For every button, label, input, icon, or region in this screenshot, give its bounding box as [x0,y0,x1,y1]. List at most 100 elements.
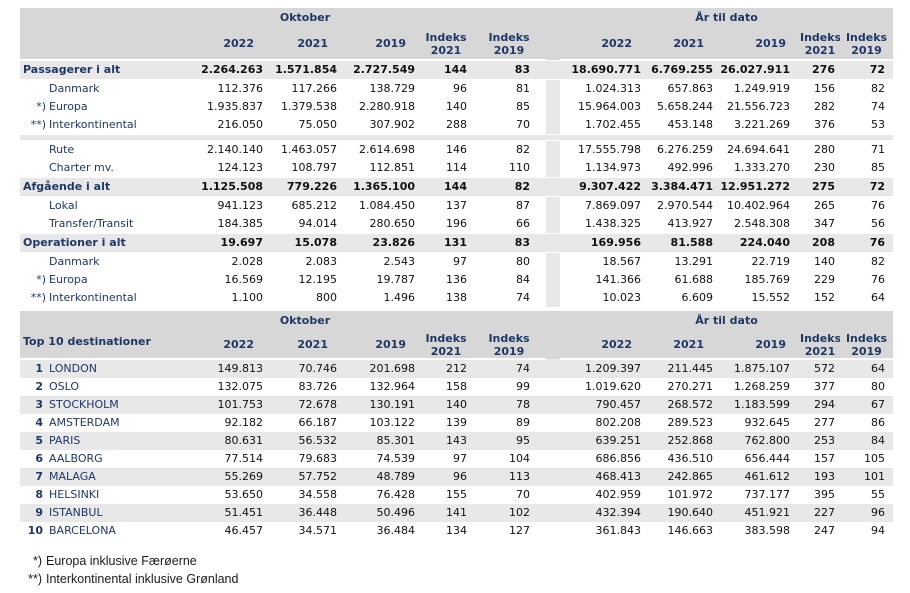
period-ytd-label: År til dato [560,311,894,331]
row-label-cell: Charter mv. [20,159,190,178]
top10-title: Top 10 destinationer [23,335,151,348]
cell-okt-3: 158 [446,380,467,393]
cell-ytd-1: 211.445 [646,359,718,378]
cell-okt-4: 74 [516,291,530,304]
row-label-cell: **) Interkontinental [20,116,190,135]
footnotes: *) Europa inklusive Færøerne **) Interkont… [22,552,893,588]
cell-okt-4: 82 [516,143,530,156]
cell-okt-4: 89 [516,416,530,429]
block-spacer [546,359,560,378]
cell-okt-1: 34.571 [298,524,338,537]
destination-rank: 9 [35,506,43,519]
row-label-cell: *) Europa [20,271,190,289]
table-row: **) Interkontinental 216.050 75.050 307.902 2… [20,116,893,135]
table-row: Danmark 2.028 2.083 2.543 97 80 18.567 13.291 22… [20,252,893,271]
destination-name: AMSTERDAM [49,416,120,429]
cell-okt-2: 1.496 [383,291,416,304]
destination-name: STOCKHOLM [49,398,119,411]
cell-ytd-2: 737.177 [744,488,791,501]
period-oktober-label: Oktober [190,311,420,331]
cell-okt-4: 81 [516,82,530,95]
cell-ytd-0: 1.024.313 [585,82,641,95]
cell-ytd-2: 22.719 [751,255,791,268]
cell-ytd-1: 3.384.471 [646,177,718,197]
footnote-marker: **) [28,572,42,586]
row-label: Rute [49,143,75,156]
cell-ytd-2: 26.027.911 [718,59,800,80]
destination-rank: 6 [35,452,43,465]
footnote-marker: **) [30,291,46,304]
col-okt-indeks-2019: Indeks 2019 [472,28,546,61]
block-spacer [546,432,560,450]
cell-ytd-4: 85 [871,161,886,174]
cell-okt-3: 144 [420,59,472,80]
total-row: Afgående i alt 1.125.508 779.226 1.365.100 1… [20,177,894,197]
cell-ytd-2: 1.333.270 [734,161,790,174]
table-row: Lokal 941.123 685.212 1.084.450 137 87 7.869.0… [20,196,893,216]
cell-okt-0: 55.269 [190,468,268,486]
col-okt-indeks-2019: Indeks 2019 [472,331,546,360]
cell-ytd-4: 64 [871,291,886,304]
block-spacer [546,486,560,504]
cell-ytd-1: 289.523 [667,416,714,429]
cell-okt-4: 85 [516,100,530,113]
block-spacer [546,450,560,468]
destination-name: HELSINKI [49,488,100,501]
cell-ytd-4: 71 [871,143,886,156]
cell-ytd-4: 94 [871,524,886,537]
cell-ytd-0: 790.457 [560,396,646,414]
cell-okt-0: 149.813 [190,359,268,378]
cell-okt-1: 1.379.538 [281,100,337,113]
col-ytd-2021: 2021 [646,331,718,360]
block-spacer [546,8,560,60]
cell-okt-4: 70 [516,488,530,501]
col-okt-indeks-2021: Indeks 2021 [420,28,472,61]
destination-label-cell: 8 HELSINKI [20,486,190,504]
cell-okt-1: 108.797 [291,161,338,174]
cell-ytd-2: 762.800 [718,432,800,450]
cell-ytd-1: 492.996 [667,161,714,174]
cell-ytd-0: 141.366 [595,273,642,286]
cell-okt-3: 141 [420,504,472,522]
destination-label-cell: 6 AALBORG [20,450,190,468]
col-okt-2022: 2022 [190,28,268,61]
row-label: Interkontinental [49,291,137,304]
cell-okt-1: 36.448 [268,504,342,522]
cell-ytd-1: 252.868 [646,432,718,450]
cell-ytd-3: 247 [814,524,835,537]
traffic-summary-table: Oktober År til dato 2022 2021 2019 Indek… [20,8,894,307]
destination-row: 8 HELSINKI 53.650 34.558 76.428 155 70 402.959 1… [20,486,893,504]
row-label: Passagerer i alt [23,63,121,76]
block-spacer [546,177,560,197]
cell-ytd-1: 2.970.544 [657,199,713,212]
cell-ytd-4: 76 [871,199,886,212]
table-row: *) Europa 1.935.837 1.379.538 2.280.918 140 85… [20,98,893,116]
cell-okt-3: 131 [420,233,472,253]
cell-okt-4: 83 [472,233,546,253]
cell-ytd-2: 21.556.723 [727,100,790,113]
cell-ytd-0: 18.690.771 [560,59,646,80]
cell-ytd-3: 376 [814,118,835,131]
cell-ytd-2: 2.548.308 [734,217,790,230]
separator-row [20,134,894,141]
report-page: Oktober År til dato 2022 2021 2019 Indek… [20,8,894,588]
cell-ytd-0: 17.555.798 [578,143,641,156]
cell-okt-1: 72.678 [268,396,342,414]
cell-okt-2: 85.301 [342,432,420,450]
footnote-interkontinental: **) Interkontinental inklusive Grønland [22,570,893,588]
col-okt-2019: 2019 [342,331,420,360]
cell-okt-4: 127 [509,524,530,537]
cell-ytd-4: 74 [871,100,886,113]
cell-okt-1: 1.571.854 [268,59,342,80]
destination-name: OSLO [49,380,80,393]
row-label-cell: Lokal [20,197,190,216]
cell-okt-0: 2.028 [231,255,264,268]
cell-ytd-2: 185.769 [744,273,791,286]
cell-okt-0: 53.650 [224,488,264,501]
block-spacer [546,396,560,414]
cell-ytd-1: 270.271 [667,380,714,393]
cell-ytd-4: 96 [840,504,894,522]
cell-okt-0: 92.182 [224,416,264,429]
block-spacer [546,159,560,178]
cell-okt-0: 2.140.140 [207,143,263,156]
